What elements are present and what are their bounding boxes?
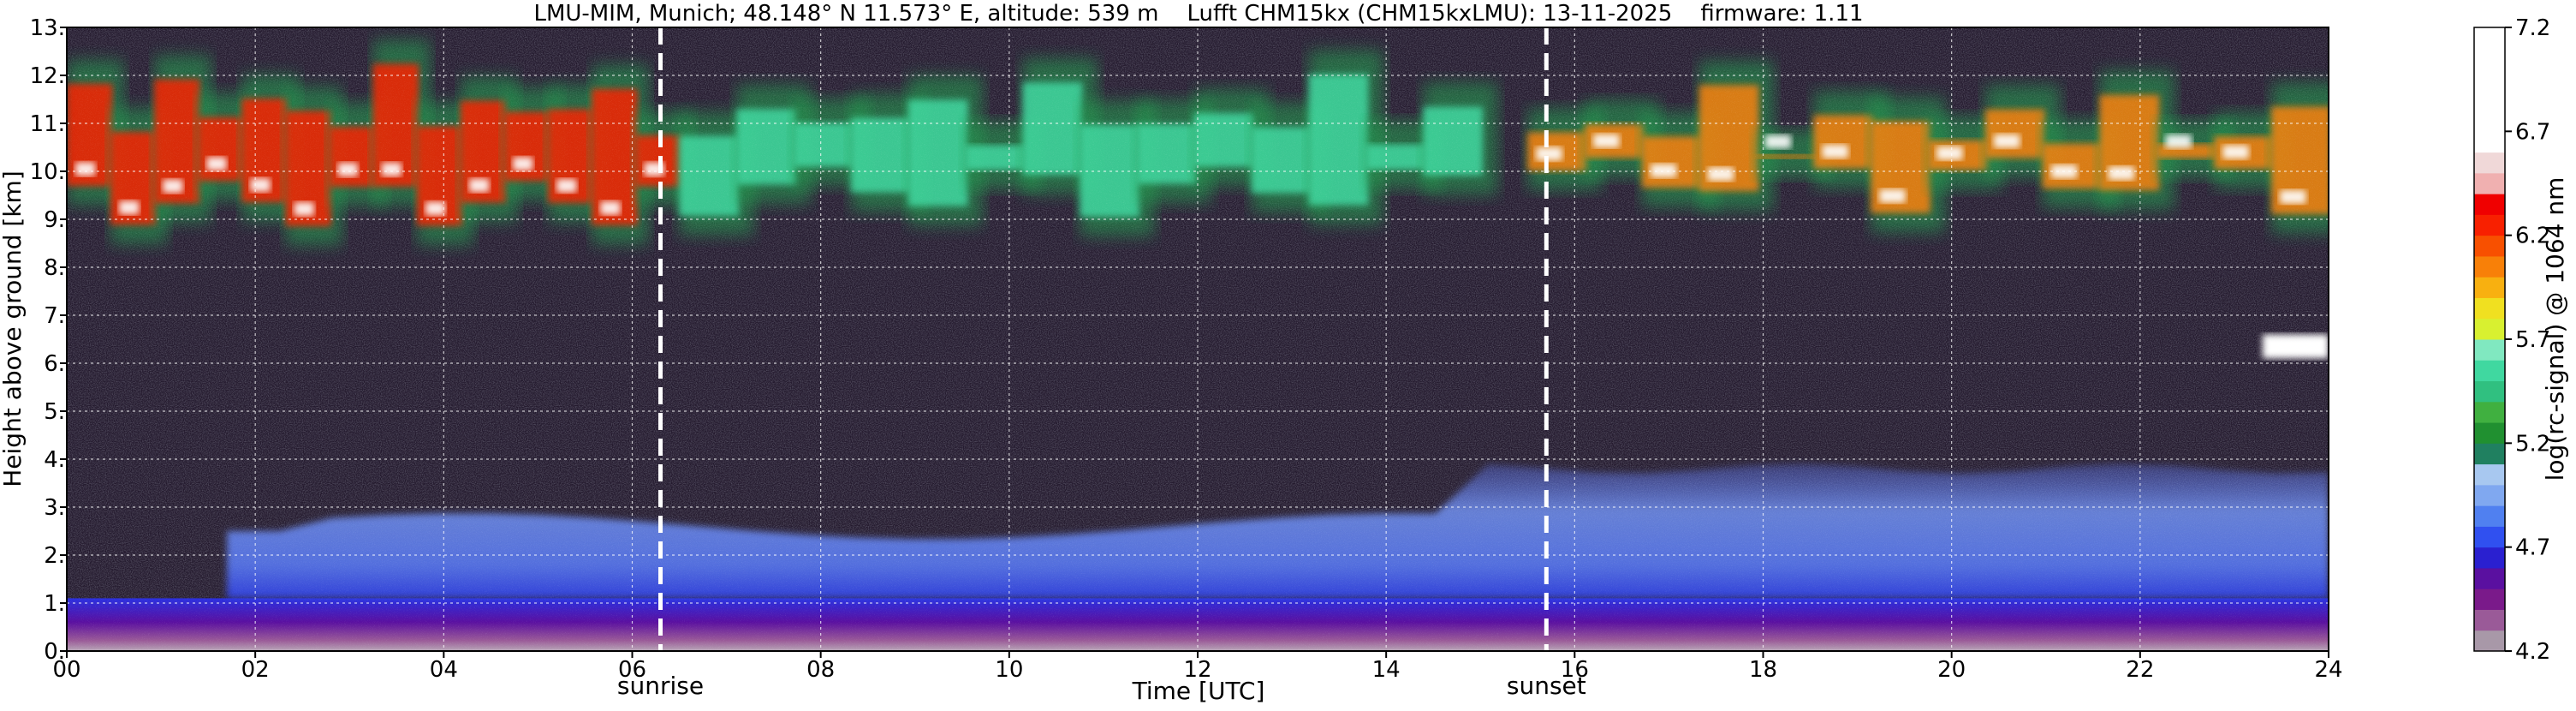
y-tick-label: 9.: [44, 207, 65, 233]
x-axis-label: Time [UTC]: [1132, 677, 1265, 705]
colorbar-segment: [2474, 422, 2505, 444]
y-tick-label: 8.: [44, 255, 65, 281]
y-tick-label: 10.: [30, 159, 65, 185]
plot-area: [67, 27, 2329, 651]
x-tick-label: 00: [52, 657, 80, 683]
colorbar-segment: [2474, 630, 2505, 652]
colorbar-segment: [2474, 589, 2505, 610]
y-axis-label: Height above ground [km]: [0, 170, 27, 487]
annotation-label-sunrise: sunrise: [617, 672, 704, 700]
y-tick-label: 11.: [30, 111, 65, 137]
colorbar-segment: [2474, 48, 2505, 70]
colorbar-tick-label: 5.2: [2515, 431, 2550, 457]
x-tick-label: 20: [1937, 657, 1966, 683]
annotation-label-sunset: sunset: [1507, 672, 1586, 700]
colorbar-segment: [2474, 609, 2505, 631]
colorbar-label: log(rc-signal) @ 1064 nm: [2541, 177, 2569, 481]
y-tick-label: 5.: [44, 399, 65, 425]
y-tick-label: 7.: [44, 303, 65, 329]
colorbar-segment: [2474, 277, 2505, 298]
colorbar-segment: [2474, 360, 2505, 382]
y-tick-label: 2.: [44, 543, 65, 569]
colorbar-segment: [2474, 505, 2505, 527]
colorbar: 4.2 4.7 5.2 5.7 6.2 6.7 7.2: [2473, 15, 2550, 665]
colorbar-segment: [2474, 111, 2505, 132]
colorbar-tick-label: 6.2: [2515, 224, 2550, 249]
colorbar-segment: [2474, 214, 2505, 236]
signal-field: [67, 27, 2329, 651]
x-tick-label: 10: [995, 657, 1023, 683]
x-tick-label: 22: [2126, 657, 2154, 683]
colorbar-segment: [2474, 526, 2505, 548]
colorbar-segment: [2474, 235, 2505, 257]
colorbar-segment: [2474, 194, 2505, 215]
colorbar-tick-label: 5.7: [2515, 327, 2550, 353]
colorbar-segment: [2474, 69, 2505, 91]
grid: [67, 27, 2329, 651]
colorbar-segment: [2474, 255, 2505, 278]
y-tick-label: 3.: [44, 495, 65, 521]
colorbar-tick-label: 6.7: [2515, 119, 2550, 145]
colorbar-tick-label: 4.2: [2515, 639, 2550, 665]
y-tick-label: 4.: [44, 447, 65, 473]
colorbar-segment: [2474, 318, 2505, 340]
colorbar-segment: [2474, 401, 2505, 423]
x-tick-label: 24: [2314, 657, 2342, 683]
colorbar-segment: [2474, 297, 2505, 320]
colorbar-segment: [2474, 339, 2505, 361]
axes: 00 02 04 06 08 10 12 14 16 18 20 22 24 0. 1. 2. 3. 4. 5. 6.…: [30, 15, 2343, 683]
y-tick-label: 6.: [44, 351, 65, 377]
y-tick-label: 1.: [44, 591, 65, 617]
y-tick-label: 0.: [44, 639, 65, 665]
colorbar-segment: [2474, 131, 2505, 153]
x-tick-label: 06: [618, 657, 646, 683]
colorbar-segment: [2474, 547, 2505, 569]
x-tick-label: 16: [1561, 657, 1589, 683]
colorbar-segment: [2474, 463, 2505, 486]
colorbar-tick-label: 7.2: [2515, 15, 2550, 41]
colorbar-segment: [2474, 89, 2505, 111]
colorbar-segment: [2474, 152, 2505, 174]
x-tick-label: 02: [241, 657, 270, 683]
colorbar-segment: [2474, 567, 2505, 589]
colorbar-segment: [2474, 443, 2505, 465]
colorbar-segment: [2474, 484, 2505, 506]
annotations: sunrise sunset: [617, 27, 1586, 700]
x-tick-label: 14: [1372, 657, 1401, 683]
y-tick-label: 12.: [30, 63, 65, 89]
y-tick-label: 13.: [30, 15, 65, 41]
x-tick-label: 04: [430, 657, 458, 683]
x-tick-label: 18: [1749, 657, 1777, 683]
chart-title: LMU-MIM, Munich; 48.148° N 11.573° E, al…: [533, 1, 1863, 27]
colorbar-tick-label: 4.7: [2515, 535, 2550, 561]
x-tick-label: 08: [806, 657, 835, 683]
colorbar-segment: [2474, 172, 2505, 194]
colorbar-segment: [2474, 27, 2505, 49]
x-tick-label: 12: [1183, 657, 1211, 683]
colorbar-segment: [2474, 380, 2505, 403]
